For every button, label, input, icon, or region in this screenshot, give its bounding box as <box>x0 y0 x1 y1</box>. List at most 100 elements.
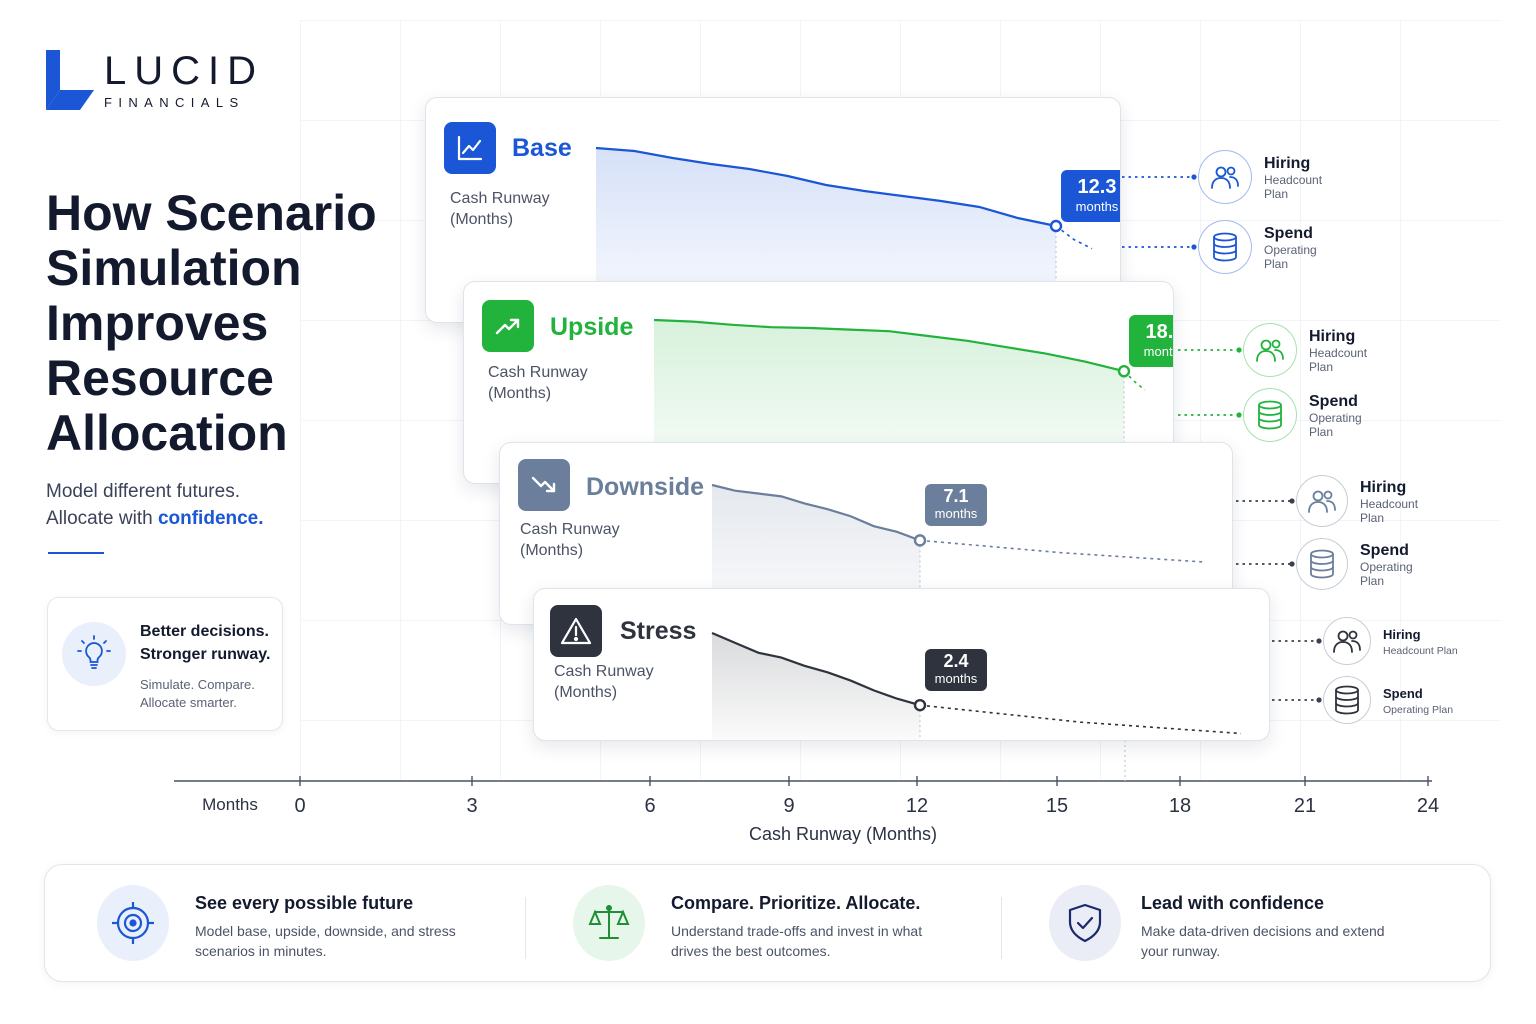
people-icon <box>1243 323 1297 377</box>
link-hiring-downside[interactable]: Hiring Headcount Plan <box>1296 475 1440 527</box>
runway-unit: months <box>1143 344 1173 360</box>
feature-desc: Model base, upside, downside, and stress… <box>195 923 456 959</box>
link-subtitle: Headcount Plan <box>1309 345 1368 374</box>
feature-desc: Understand trade-offs and invest in what… <box>671 923 923 959</box>
people-icon <box>1323 617 1371 665</box>
connector-dot <box>1236 412 1242 418</box>
runway-value: 2.4 <box>943 651 969 672</box>
link-subtitle: Headcount Plan <box>1360 496 1419 525</box>
link-title: Spend <box>1360 541 1409 559</box>
feature-title: Compare. Prioritize. Allocate. <box>671 893 921 913</box>
series-area <box>596 148 1056 322</box>
link-title: Hiring <box>1309 327 1356 345</box>
connector-dot <box>1316 697 1322 703</box>
link-title: Hiring <box>1264 154 1311 172</box>
runway-badge: 2.4 months <box>925 649 987 692</box>
runway-badge: 7.1 months <box>925 484 987 527</box>
axis-prefix-label: Months <box>202 795 258 814</box>
axis-tick-label: 21 <box>1294 795 1316 817</box>
scenario-plot <box>711 631 1242 740</box>
link-hiring-base[interactable]: Hiring Headcount Plan <box>1198 150 1344 204</box>
feature-desc: Make data-driven decisions and extend yo… <box>1141 923 1385 959</box>
axis-tick-label: 18 <box>1169 795 1191 817</box>
link-subtitle: Operating Plan <box>1309 410 1362 439</box>
scales-icon <box>573 885 645 961</box>
line-chart-icon <box>444 122 496 174</box>
lightbulb-icon <box>62 622 126 686</box>
feature-title: See every possible future <box>195 893 414 913</box>
axis-tick-label: 15 <box>1046 795 1068 817</box>
axis-tick-label: 3 <box>466 795 477 817</box>
brand-logo[interactable]: LUCID FINANCIALS <box>46 48 264 112</box>
link-subtitle: Headcount Plan <box>1264 172 1323 201</box>
runway-point <box>1049 219 1063 233</box>
database-icon <box>1243 388 1297 442</box>
brand-tagline: FINANCIALS <box>104 94 245 110</box>
connector-dot <box>1316 638 1322 644</box>
projection-line <box>1055 225 1093 250</box>
link-subtitle: Operating Plan <box>1360 559 1413 588</box>
link-hiring-stress[interactable]: Hiring Headcount Plan <box>1323 617 1463 665</box>
runway-unit: months <box>934 671 978 687</box>
link-title: Hiring <box>1383 626 1421 642</box>
axis-tick-label: 24 <box>1417 795 1439 817</box>
logo-mark-icon <box>46 48 96 112</box>
runway-unit: months <box>934 506 978 522</box>
feature-title: Lead with confidence <box>1141 893 1325 913</box>
connector-dot <box>1289 561 1295 567</box>
scenario-label: Cash Runway (Months) <box>450 190 550 228</box>
shield-check-icon <box>1049 885 1121 961</box>
projection-line <box>919 539 1205 563</box>
scenario-card-stress[interactable]: 2.4 months Stress Cash Runway (Months) <box>533 588 1270 741</box>
projection-line <box>919 704 1242 735</box>
link-spend-stress[interactable]: Spend Operating Plan <box>1323 676 1463 724</box>
feature-divider <box>1001 897 1002 959</box>
connector-dot <box>1236 347 1242 353</box>
link-subtitle: Operating Plan <box>1264 242 1317 271</box>
divider <box>48 552 104 554</box>
series-line <box>595 146 1057 228</box>
feature-strip: See every possible future Model base, up… <box>44 864 1491 982</box>
link-spend-downside[interactable]: Spend Operating Plan <box>1296 538 1440 590</box>
scenario-name: Base <box>512 134 572 162</box>
connector-dot <box>1191 174 1197 180</box>
link-hiring-upside[interactable]: Hiring Headcount Plan <box>1243 323 1389 377</box>
trending-up-icon <box>482 300 534 352</box>
runway-point <box>1117 364 1131 378</box>
series-line <box>711 631 921 707</box>
feature-divider <box>525 897 526 959</box>
scenario-label: Cash Runway (Months) <box>520 521 620 559</box>
axis-tick-label: 9 <box>783 795 794 817</box>
runway-badge: 18.7months <box>1129 315 1173 368</box>
feature-see-every-future: See every possible future Model base, up… <box>97 865 517 983</box>
subtitle-line-1: Model different futures. <box>46 481 240 502</box>
tip-body: Simulate. Compare. Allocate smarter. <box>140 677 255 710</box>
link-title: Spend <box>1309 392 1358 410</box>
trending-down-icon <box>518 459 570 511</box>
axis-tick-label: 0 <box>294 795 305 817</box>
scenario-name: Downside <box>586 473 705 501</box>
subtitle: Model different futures. Allocate with c… <box>46 478 264 532</box>
subtitle-line-2: Allocate with <box>46 508 158 529</box>
scenario-label: Cash Runway (Months) <box>488 364 588 402</box>
x-axis-title: Cash Runway (Months) <box>749 824 937 844</box>
runway-value: 12.3 <box>1077 176 1117 198</box>
database-icon <box>1296 538 1348 590</box>
page-title: How Scenario Simulation Improves Resourc… <box>46 185 377 461</box>
link-title: Hiring <box>1360 478 1407 496</box>
link-spend-upside[interactable]: Spend Operating Plan <box>1243 388 1389 442</box>
link-title: Spend <box>1383 685 1423 701</box>
feature-compare: Compare. Prioritize. Allocate. Understan… <box>573 865 993 983</box>
database-icon <box>1323 676 1371 724</box>
projection-line <box>1123 370 1146 391</box>
link-spend-base[interactable]: Spend Operating Plan <box>1198 220 1344 274</box>
subtitle-accent: confidence. <box>157 508 264 529</box>
runway-point <box>913 698 927 712</box>
scenario-plot <box>595 146 1093 322</box>
series-line <box>653 318 1125 373</box>
axis-tick-label: 6 <box>644 795 655 817</box>
series-area <box>712 633 920 740</box>
database-icon <box>1198 220 1252 274</box>
